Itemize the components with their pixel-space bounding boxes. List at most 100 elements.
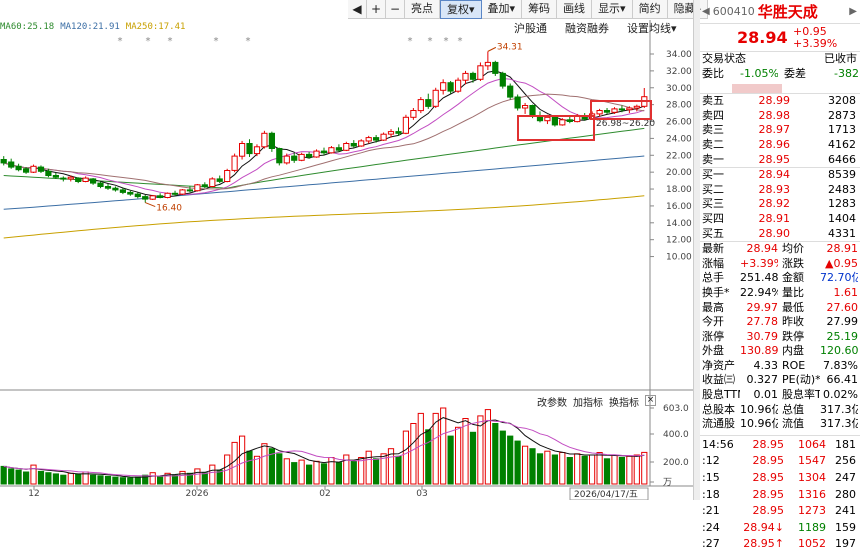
candle-body — [417, 99, 424, 112]
stat-value: 28.94 — [746, 242, 779, 256]
chart-toolbar: ◀ + − 亮点 复权▾ 叠加▾ 筹码 画线 显示▾ 简约 隐藏▸ — [348, 0, 709, 19]
high-annotation: 34.31 — [497, 42, 523, 52]
change-params-button[interactable]: 改参数 — [537, 398, 567, 409]
consolidation-box — [517, 115, 595, 141]
level-label: 买三 — [702, 197, 724, 211]
volume-tick-label: 400.0 — [663, 430, 689, 440]
stat-value: 10.96亿 — [740, 417, 778, 431]
stat-label: 总手 — [702, 271, 724, 285]
level-price: 28.92 — [758, 197, 791, 211]
add-indicator-button[interactable]: 加指标 — [573, 398, 603, 409]
candle-body — [291, 155, 298, 161]
price-tick-label: 28.00 — [666, 101, 692, 111]
candle-body — [507, 85, 514, 98]
next-stock-icon[interactable]: ▶ — [849, 6, 857, 17]
stat-value: 66.41 — [826, 373, 859, 387]
volume-bar — [283, 458, 290, 485]
stat-label: 换手* — [702, 285, 730, 299]
toolbar-button-5[interactable]: 叠加▾ — [482, 0, 523, 19]
ma-settings-button[interactable]: 设置均线▾ — [627, 22, 677, 35]
toolbar-button-9[interactable]: 简约 — [633, 0, 668, 19]
stat-row: 最新 28.94 均价 28.91 — [700, 242, 860, 257]
volume-bar — [343, 454, 350, 485]
volume-bar — [455, 426, 462, 485]
level-price: 28.90 — [758, 226, 791, 240]
volume-bar — [589, 454, 596, 485]
volume-bar — [402, 430, 409, 485]
event-star-icon: * — [444, 36, 449, 47]
trade-status-label: 交易状态 — [702, 52, 746, 65]
prev-stock-icon[interactable]: ◀ — [702, 6, 710, 17]
volume-bar — [432, 412, 439, 485]
low-marker-line — [145, 202, 156, 208]
volume-bar — [529, 448, 536, 485]
volume-bar — [462, 418, 469, 485]
level-label: 买一 — [702, 168, 724, 182]
stat-row: 外盘 130.89万内盘 120.60万 — [700, 344, 860, 359]
candle-body — [559, 119, 566, 126]
volume-bar — [358, 457, 365, 485]
tick-time: :18 — [702, 487, 720, 501]
stat-label: 外盘 — [702, 344, 724, 358]
volume-bar — [186, 472, 194, 485]
indicator-close-icon[interactable]: × — [645, 395, 656, 406]
volume-bar — [67, 472, 74, 485]
toolbar-button-7[interactable]: 画线 — [557, 0, 593, 19]
ma-legend: MA60:25.18 MA120:21.91 MA250:17.41 — [0, 22, 185, 32]
candle-body — [67, 176, 74, 180]
stat-value: 1.61 — [833, 285, 859, 299]
sell-level-row: 卖四 28.98 2873 — [700, 109, 860, 124]
event-star-icon: * — [408, 36, 413, 47]
stat-row: 净资产 4.33 ROE 7.83% — [700, 359, 860, 374]
price-tick-label: 32.00 — [666, 67, 692, 77]
candle-body — [142, 196, 149, 200]
stat-label: 量比 — [782, 285, 804, 299]
toolbar-button-4[interactable]: 复权▾ — [440, 0, 482, 19]
tick-row: :24 28.94↓ 1189 159 — [700, 520, 860, 537]
tick-row: :12 28.95 1547 256 — [700, 453, 860, 470]
ma250-line — [3, 195, 645, 239]
price-tick-label: 18.00 — [666, 185, 692, 195]
zoom-in-icon[interactable]: + — [367, 0, 386, 19]
volume-bar — [112, 476, 119, 485]
tick-count: 256 — [835, 454, 856, 468]
candle-body — [522, 105, 529, 109]
candle-body — [395, 131, 402, 134]
zoom-out-icon[interactable]: − — [386, 0, 405, 19]
candle-body — [127, 191, 134, 195]
stat-value: 317.3亿 — [820, 417, 858, 431]
stat-label: 均价 — [782, 242, 804, 256]
trade-status-row: 交易状态 已收市 — [700, 52, 860, 67]
toolbar-button-6[interactable]: 筹码 — [522, 0, 558, 19]
back-icon[interactable]: ◀ — [348, 0, 367, 19]
kline-chart[interactable]: 34.00 32.00 30.00 28.00 26.00 24.00 22.00 20.00… — [0, 0, 693, 500]
stat-label: 流值 — [782, 417, 804, 431]
hk-connect-button[interactable]: 沪股通 — [514, 22, 547, 35]
candle-body — [611, 108, 618, 113]
tick-price: 28.94↓ — [743, 520, 784, 534]
level-price: 28.99 — [758, 94, 791, 108]
ma250-label: MA250:17.41 — [125, 22, 186, 32]
candle-body — [447, 82, 454, 92]
toolbar-button-3[interactable]: 亮点 — [405, 0, 440, 19]
event-star-icon: * — [428, 36, 433, 47]
stat-label: 净资产 — [702, 358, 735, 372]
chart-scrollbar[interactable] — [693, 0, 700, 500]
volume-bar — [544, 450, 551, 485]
volume-bar — [387, 448, 395, 485]
margin-trading-button[interactable]: 融资融券 — [565, 22, 609, 35]
stock-code: 600410 — [712, 5, 755, 18]
candle-body — [52, 175, 59, 178]
candle-body — [23, 168, 30, 173]
switch-indicator-button[interactable]: 换指标 — [609, 398, 639, 409]
stat-value: 30.79 — [746, 329, 779, 343]
level-volume: 6466 — [828, 152, 856, 166]
weicha-value: -382 — [834, 66, 859, 80]
candle-body — [387, 131, 395, 135]
trade-status-value: 已收市 — [824, 52, 857, 65]
event-star-icon: * — [168, 36, 173, 47]
stat-label: 流通股 — [702, 417, 735, 431]
stat-value: ▲0.95 — [825, 256, 858, 270]
toolbar-button-8[interactable]: 显示▾ — [592, 0, 633, 19]
low-annotation: 16.40 — [156, 204, 182, 214]
